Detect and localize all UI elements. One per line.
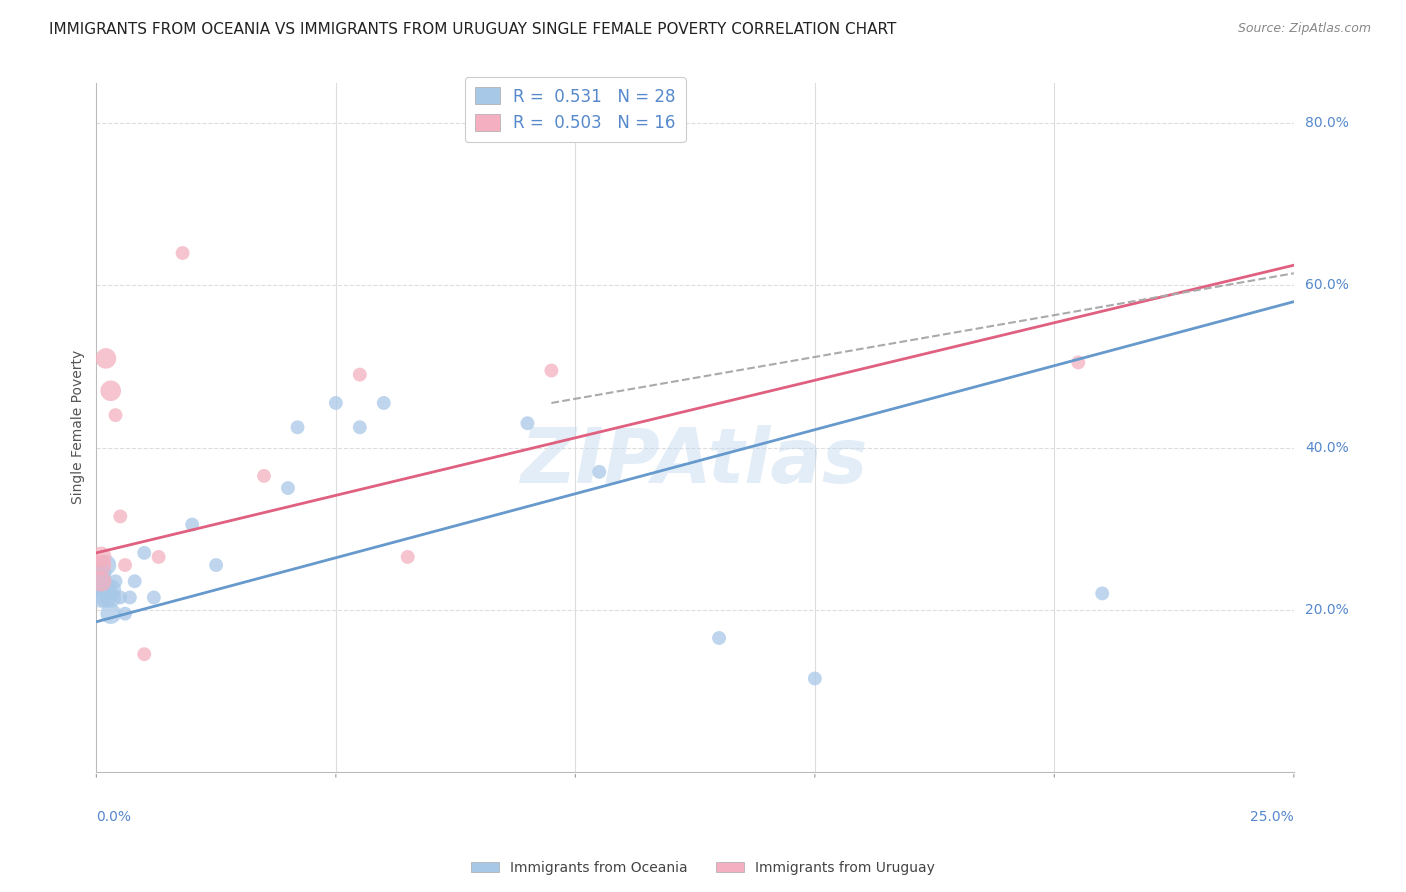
Text: 40.0%: 40.0% xyxy=(1305,441,1348,455)
Point xyxy=(90,574,112,589)
Point xyxy=(1067,355,1090,369)
Point xyxy=(110,509,132,524)
Text: IMMIGRANTS FROM OCEANIA VS IMMIGRANTS FROM URUGUAY SINGLE FEMALE POVERTY CORRELA: IMMIGRANTS FROM OCEANIA VS IMMIGRANTS FR… xyxy=(49,22,897,37)
Legend: R =  0.531   N = 28, R =  0.503   N = 16: R = 0.531 N = 28, R = 0.503 N = 16 xyxy=(465,78,686,142)
Point xyxy=(325,396,347,410)
Text: 0.0%: 0.0% xyxy=(97,810,131,823)
Point xyxy=(804,672,827,686)
Point xyxy=(94,558,117,572)
Text: 25.0%: 25.0% xyxy=(1250,810,1294,823)
Point xyxy=(540,363,562,377)
Point xyxy=(349,368,371,382)
Point xyxy=(181,517,204,532)
Point xyxy=(373,396,395,410)
Point xyxy=(134,647,156,661)
Point xyxy=(134,546,156,560)
Point xyxy=(110,591,132,605)
Point xyxy=(148,549,170,564)
Point xyxy=(94,582,117,597)
Point xyxy=(100,591,122,605)
Point xyxy=(90,591,112,605)
Point xyxy=(114,558,136,572)
Point xyxy=(104,574,127,589)
Point xyxy=(90,566,112,581)
Point xyxy=(516,416,538,430)
Point xyxy=(100,607,122,621)
Text: 80.0%: 80.0% xyxy=(1305,116,1348,130)
Point xyxy=(588,465,610,479)
Point xyxy=(90,558,112,572)
Point xyxy=(172,246,194,260)
Point xyxy=(142,591,165,605)
Legend: Immigrants from Oceania, Immigrants from Uruguay: Immigrants from Oceania, Immigrants from… xyxy=(465,855,941,880)
Text: 20.0%: 20.0% xyxy=(1305,603,1348,616)
Point xyxy=(349,420,371,434)
Point xyxy=(205,558,228,572)
Text: Source: ZipAtlas.com: Source: ZipAtlas.com xyxy=(1237,22,1371,36)
Point xyxy=(104,408,127,422)
Point xyxy=(100,582,122,597)
Point xyxy=(90,574,112,589)
Point xyxy=(94,591,117,605)
Point xyxy=(118,591,141,605)
Point xyxy=(1091,586,1114,600)
Point xyxy=(396,549,419,564)
Point xyxy=(707,631,730,645)
Text: ZIPAtlas: ZIPAtlas xyxy=(522,425,869,499)
Point xyxy=(94,351,117,366)
Point xyxy=(90,549,112,564)
Point xyxy=(287,420,309,434)
Y-axis label: Single Female Poverty: Single Female Poverty xyxy=(72,351,86,504)
Point xyxy=(277,481,299,495)
Point xyxy=(100,384,122,398)
Point xyxy=(114,607,136,621)
Point xyxy=(253,469,276,483)
Text: 60.0%: 60.0% xyxy=(1305,278,1348,293)
Point xyxy=(124,574,146,589)
